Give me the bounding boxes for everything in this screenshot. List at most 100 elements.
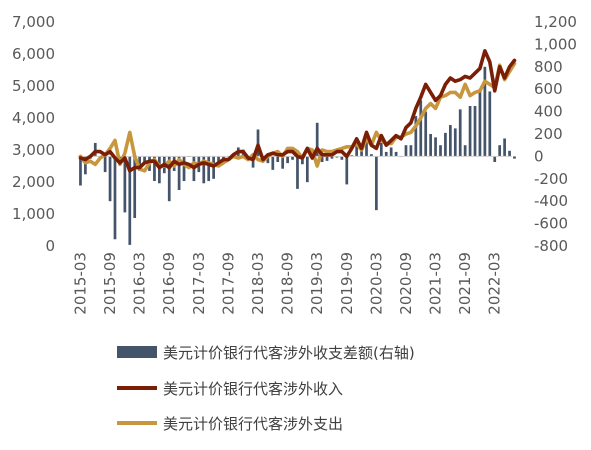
bar-2020-06 [389, 147, 393, 157]
bar-2015-03 [79, 156, 82, 186]
x-tick-label: 2022-03 [486, 252, 504, 315]
bar-2018-05 [266, 156, 270, 164]
bar-2022-02 [488, 91, 492, 157]
bar-2021-03 [434, 137, 437, 157]
bar-2020-05 [384, 151, 388, 157]
bar-2016-03 [138, 156, 141, 171]
bar-2018-07 [276, 156, 280, 162]
right-axis: -800 -600 -400 -200 0 200 400 600 800 1,000 1,200 [534, 13, 577, 255]
bar-2022-06 [508, 150, 511, 157]
left-axis: 0 1,000 2,000 3,000 4,000 5,000 6,000 7,000 [12, 13, 55, 255]
bar-2015-12 [123, 156, 127, 213]
bar-2019-09 [345, 156, 349, 185]
x-tick-label: 2017-03 [190, 252, 208, 315]
bar-2016-06 [153, 156, 156, 182]
x-tick-label: 2018-09 [279, 252, 297, 315]
x-tick-label: 2015-09 [101, 252, 119, 315]
bar-2022-05 [503, 138, 506, 157]
bar-2020-01 [365, 138, 368, 157]
bar-2019-03 [315, 122, 319, 157]
x-tick-label: 2017-09 [219, 252, 237, 315]
right-tick-label: -200 [534, 170, 568, 188]
right-tick-label: -800 [534, 237, 568, 255]
bar-2016-11 [177, 156, 181, 190]
left-tick-label: 0 [45, 237, 55, 255]
x-tick-label: 2019-03 [308, 252, 326, 315]
income-line [78, 48, 517, 173]
bar-2020-11 [414, 116, 418, 157]
x-axis: 2015-03 2015-09 2016-03 2016-09 2017-03 2017-… [71, 252, 503, 315]
right-tick-label: 800 [534, 58, 563, 76]
bar-2020-02 [370, 154, 373, 157]
bar-2019-06 [330, 156, 334, 159]
left-tick-label: 1,000 [12, 205, 55, 223]
bar-2021-04 [439, 145, 442, 157]
x-tick-label: 2021-03 [427, 252, 445, 315]
left-tick-label: 6,000 [12, 45, 55, 63]
bar-2018-03 [256, 129, 260, 157]
bar-2019-04 [320, 156, 324, 162]
bar-2021-11 [473, 106, 477, 157]
bar-2021-05 [444, 132, 447, 157]
bar-2020-04 [379, 142, 383, 157]
legend-label: 美元计价银行代客涉外收支差额(右轴) [163, 344, 415, 362]
bar-2018-12 [301, 156, 304, 165]
left-tick-label: 3,000 [12, 141, 55, 159]
bar-2019-01 [305, 156, 309, 183]
bar-2021-12 [478, 89, 482, 157]
right-tick-label: 600 [534, 80, 563, 98]
left-tick-label: 7,000 [12, 13, 55, 31]
x-tick-label: 2016-09 [160, 252, 178, 315]
right-tick-label: -600 [534, 215, 568, 233]
bar-2019-08 [340, 156, 344, 160]
left-tick-label: 5,000 [12, 77, 55, 95]
legend-label: 美元计价银行代客涉外收入 [163, 380, 343, 398]
x-tick-label: 2018-03 [249, 252, 267, 315]
bar-2020-12 [419, 100, 423, 157]
legend-key-net [117, 346, 157, 358]
bar-2020-07 [394, 151, 398, 157]
legend: 美元计价银行代客涉外收支差额(右轴) 美元计价银行代客涉外收入美元计价银行代客涉外… [117, 344, 415, 433]
bar-2018-09 [286, 156, 289, 164]
bar-2021-06 [449, 125, 452, 157]
bar-2018-02 [251, 156, 255, 168]
bar-2019-11 [355, 145, 358, 157]
bar-2021-10 [468, 106, 472, 157]
bar-2021-02 [429, 134, 432, 157]
bar-2022-04 [498, 145, 502, 157]
bar-2020-09 [404, 145, 408, 157]
bar-2019-07 [335, 156, 339, 158]
left-tick-label: 2,000 [12, 173, 55, 191]
bar-2018-08 [281, 156, 285, 169]
bar-2015-08 [103, 156, 107, 173]
bar-undefined [513, 156, 516, 159]
bar-2021-09 [463, 145, 467, 157]
bar-2018-10 [291, 156, 294, 160]
right-tick-label: 0 [534, 147, 544, 165]
bar-2019-05 [325, 156, 329, 161]
bar-2021-08 [458, 109, 462, 157]
bar-2016-12 [182, 156, 186, 182]
right-tick-label: 200 [534, 125, 563, 143]
bar-2022-03 [493, 156, 497, 162]
bar-2017-04 [202, 156, 206, 184]
x-tick-label: 2019-09 [338, 252, 356, 315]
left-tick-label: 4,000 [12, 109, 55, 127]
bar-2016-09 [167, 156, 171, 202]
bar-2015-09 [108, 156, 112, 202]
right-tick-label: 1,200 [534, 13, 577, 31]
bar-2021-07 [453, 128, 457, 157]
right-tick-label: 400 [534, 103, 563, 121]
bar-2021-01 [424, 111, 428, 157]
bar-2015-10 [113, 156, 117, 240]
bar-2020-10 [409, 145, 413, 157]
bar-2015-04 [84, 156, 87, 175]
bar-2018-06 [271, 156, 275, 170]
x-tick-label: 2015-03 [71, 252, 89, 315]
bar-2015-06 [93, 142, 97, 157]
line-series [78, 48, 517, 173]
x-tick-label: 2016-03 [131, 252, 149, 315]
x-tick-label: 2020-09 [397, 252, 415, 315]
bar-2017-05 [207, 156, 211, 182]
